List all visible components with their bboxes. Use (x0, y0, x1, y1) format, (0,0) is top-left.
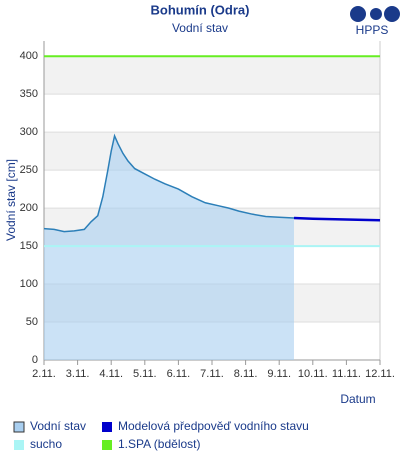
legend-label: sucho (30, 437, 62, 451)
chart-title: Bohumín (Odra) (151, 2, 250, 17)
area (44, 135, 294, 360)
logo-text: HPPS (356, 23, 389, 37)
legend-swatch (102, 422, 112, 432)
legend-swatch (14, 440, 24, 450)
legend-label: Vodní stav (30, 419, 86, 433)
legend-label: Modelová předpověď vodního stavu (118, 419, 309, 433)
y-tick-label: 150 (20, 240, 38, 252)
x-tick-label: 10.11. (298, 368, 328, 380)
y-axis-label: Vodní stav [cm] (4, 159, 18, 241)
logo (350, 6, 400, 22)
legend-label: 1.SPA (bdělost) (118, 437, 201, 451)
y-tick-label: 400 (20, 50, 38, 62)
legend-swatch (13, 421, 25, 433)
chart-subtitle: Vodní stav (172, 21, 228, 35)
x-tick-label: 3.11. (66, 368, 90, 380)
y-tick-label: 250 (20, 164, 38, 176)
y-tick-label: 300 (20, 126, 38, 138)
series-line (43, 133, 295, 233)
x-axis-label: Datum (340, 392, 375, 406)
x-tick-label: 2.11. (32, 368, 56, 380)
x-tick-label: 8.11. (234, 368, 258, 380)
x-tick-label: 5.11. (133, 368, 157, 380)
grid-band (44, 56, 380, 95)
legend-swatch (102, 440, 112, 450)
x-tick-label: 6.11. (167, 368, 191, 380)
grid-band (44, 132, 380, 171)
x-tick-label: 4.11. (99, 368, 123, 380)
x-tick-label: 9.11. (267, 368, 291, 380)
x-tick-label: 7.11. (200, 368, 224, 380)
y-tick-label: 200 (20, 202, 38, 214)
y-tick-label: 350 (20, 88, 38, 100)
series-line (293, 216, 381, 222)
y-tick-label: 50 (26, 316, 38, 328)
x-tick-label: 12.11. (365, 368, 395, 380)
y-tick-label: 100 (20, 278, 38, 290)
x-tick-label: 11.11. (332, 368, 361, 380)
y-tick-label: 0 (32, 354, 38, 366)
